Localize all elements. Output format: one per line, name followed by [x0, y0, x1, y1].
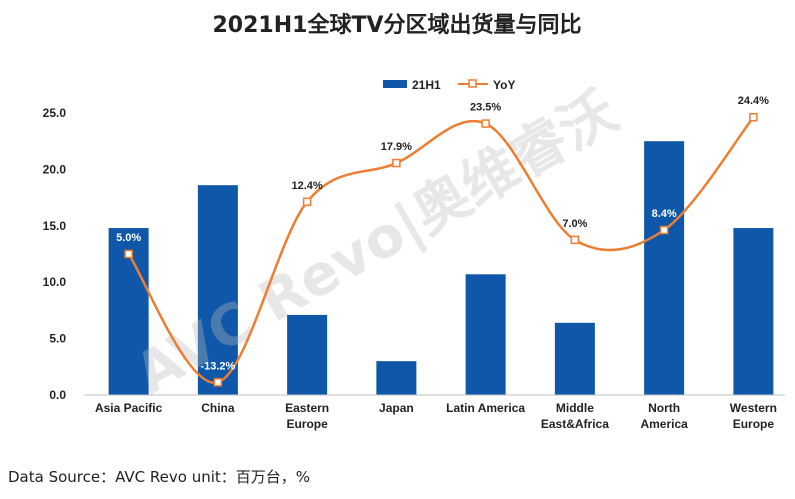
bar [465, 274, 506, 395]
legend-marker-yoy [468, 79, 477, 88]
x-tick-label: Latin America [446, 401, 525, 415]
y-tick-label: 10.0 [43, 275, 67, 289]
x-tick-label: East&Africa [541, 417, 609, 431]
bar [733, 228, 774, 395]
yoy-data-label: 23.5% [470, 102, 501, 114]
yoy-marker [213, 378, 223, 387]
line-series-yoy [124, 112, 758, 387]
bar [554, 322, 595, 395]
yoy-marker [481, 119, 490, 128]
x-tick-label: Middle [556, 401, 594, 415]
yoy-data-label: 5.0% [116, 232, 141, 244]
y-tick-label: 5.0 [49, 332, 66, 346]
x-tick-label: Europe [733, 417, 775, 431]
data-source-note: Data Source：AVC Revo unit：百万台，% [8, 468, 311, 486]
legend-label-21h1: 21H1 [412, 78, 441, 92]
legend: 21H1 YoY [383, 78, 515, 92]
y-tick-label: 25.0 [43, 106, 67, 120]
bar [197, 185, 238, 395]
legend-label-yoy: YoY [493, 78, 515, 92]
x-tick-label: China [201, 401, 235, 415]
yoy-marker [392, 158, 401, 168]
x-tick-label: Europe [286, 417, 328, 431]
y-tick-label: 15.0 [43, 219, 67, 233]
y-tick-label: 0.0 [49, 388, 66, 402]
yoy-marker [302, 197, 312, 207]
x-tick-label: Japan [379, 401, 414, 415]
yoy-data-label: 12.4% [292, 180, 323, 192]
yoy-data-label: -13.2% [200, 360, 235, 372]
data-labels: 5.0% -13.2% 12.4% 17.9% 23.5% 7.0% 8.4% 24.4% [116, 95, 769, 372]
x-tick-label: Eastern [285, 401, 329, 415]
bar-series-21h1 [108, 141, 774, 395]
x-tick-label: Asia Pacific [95, 401, 163, 415]
y-tick-label: 20.0 [43, 162, 67, 176]
bar [644, 141, 685, 395]
bar [287, 314, 328, 395]
yoy-marker [124, 249, 133, 259]
yoy-data-label: 8.4% [652, 208, 677, 220]
yoy-marker [570, 235, 580, 245]
x-axis: Asia Pacific China Eastern Europe Japan Latin… [84, 394, 785, 431]
yoy-data-label: 24.4% [738, 95, 769, 107]
yoy-data-label: 17.9% [381, 141, 412, 153]
chart-title: 2021H1全球TV分区域出货量与同比 [213, 12, 582, 38]
y-axis: 0.0 5.0 10.0 15.0 20.0 25.0 [43, 106, 67, 402]
x-tick-label: Western [730, 401, 777, 415]
yoy-marker [749, 112, 758, 122]
x-tick-label: North [648, 401, 680, 415]
x-tick-label: America [640, 417, 688, 431]
yoy-data-label: 7.0% [562, 218, 587, 230]
legend-swatch-21h1 [383, 80, 407, 88]
bar [376, 361, 417, 395]
yoy-marker [659, 225, 669, 235]
